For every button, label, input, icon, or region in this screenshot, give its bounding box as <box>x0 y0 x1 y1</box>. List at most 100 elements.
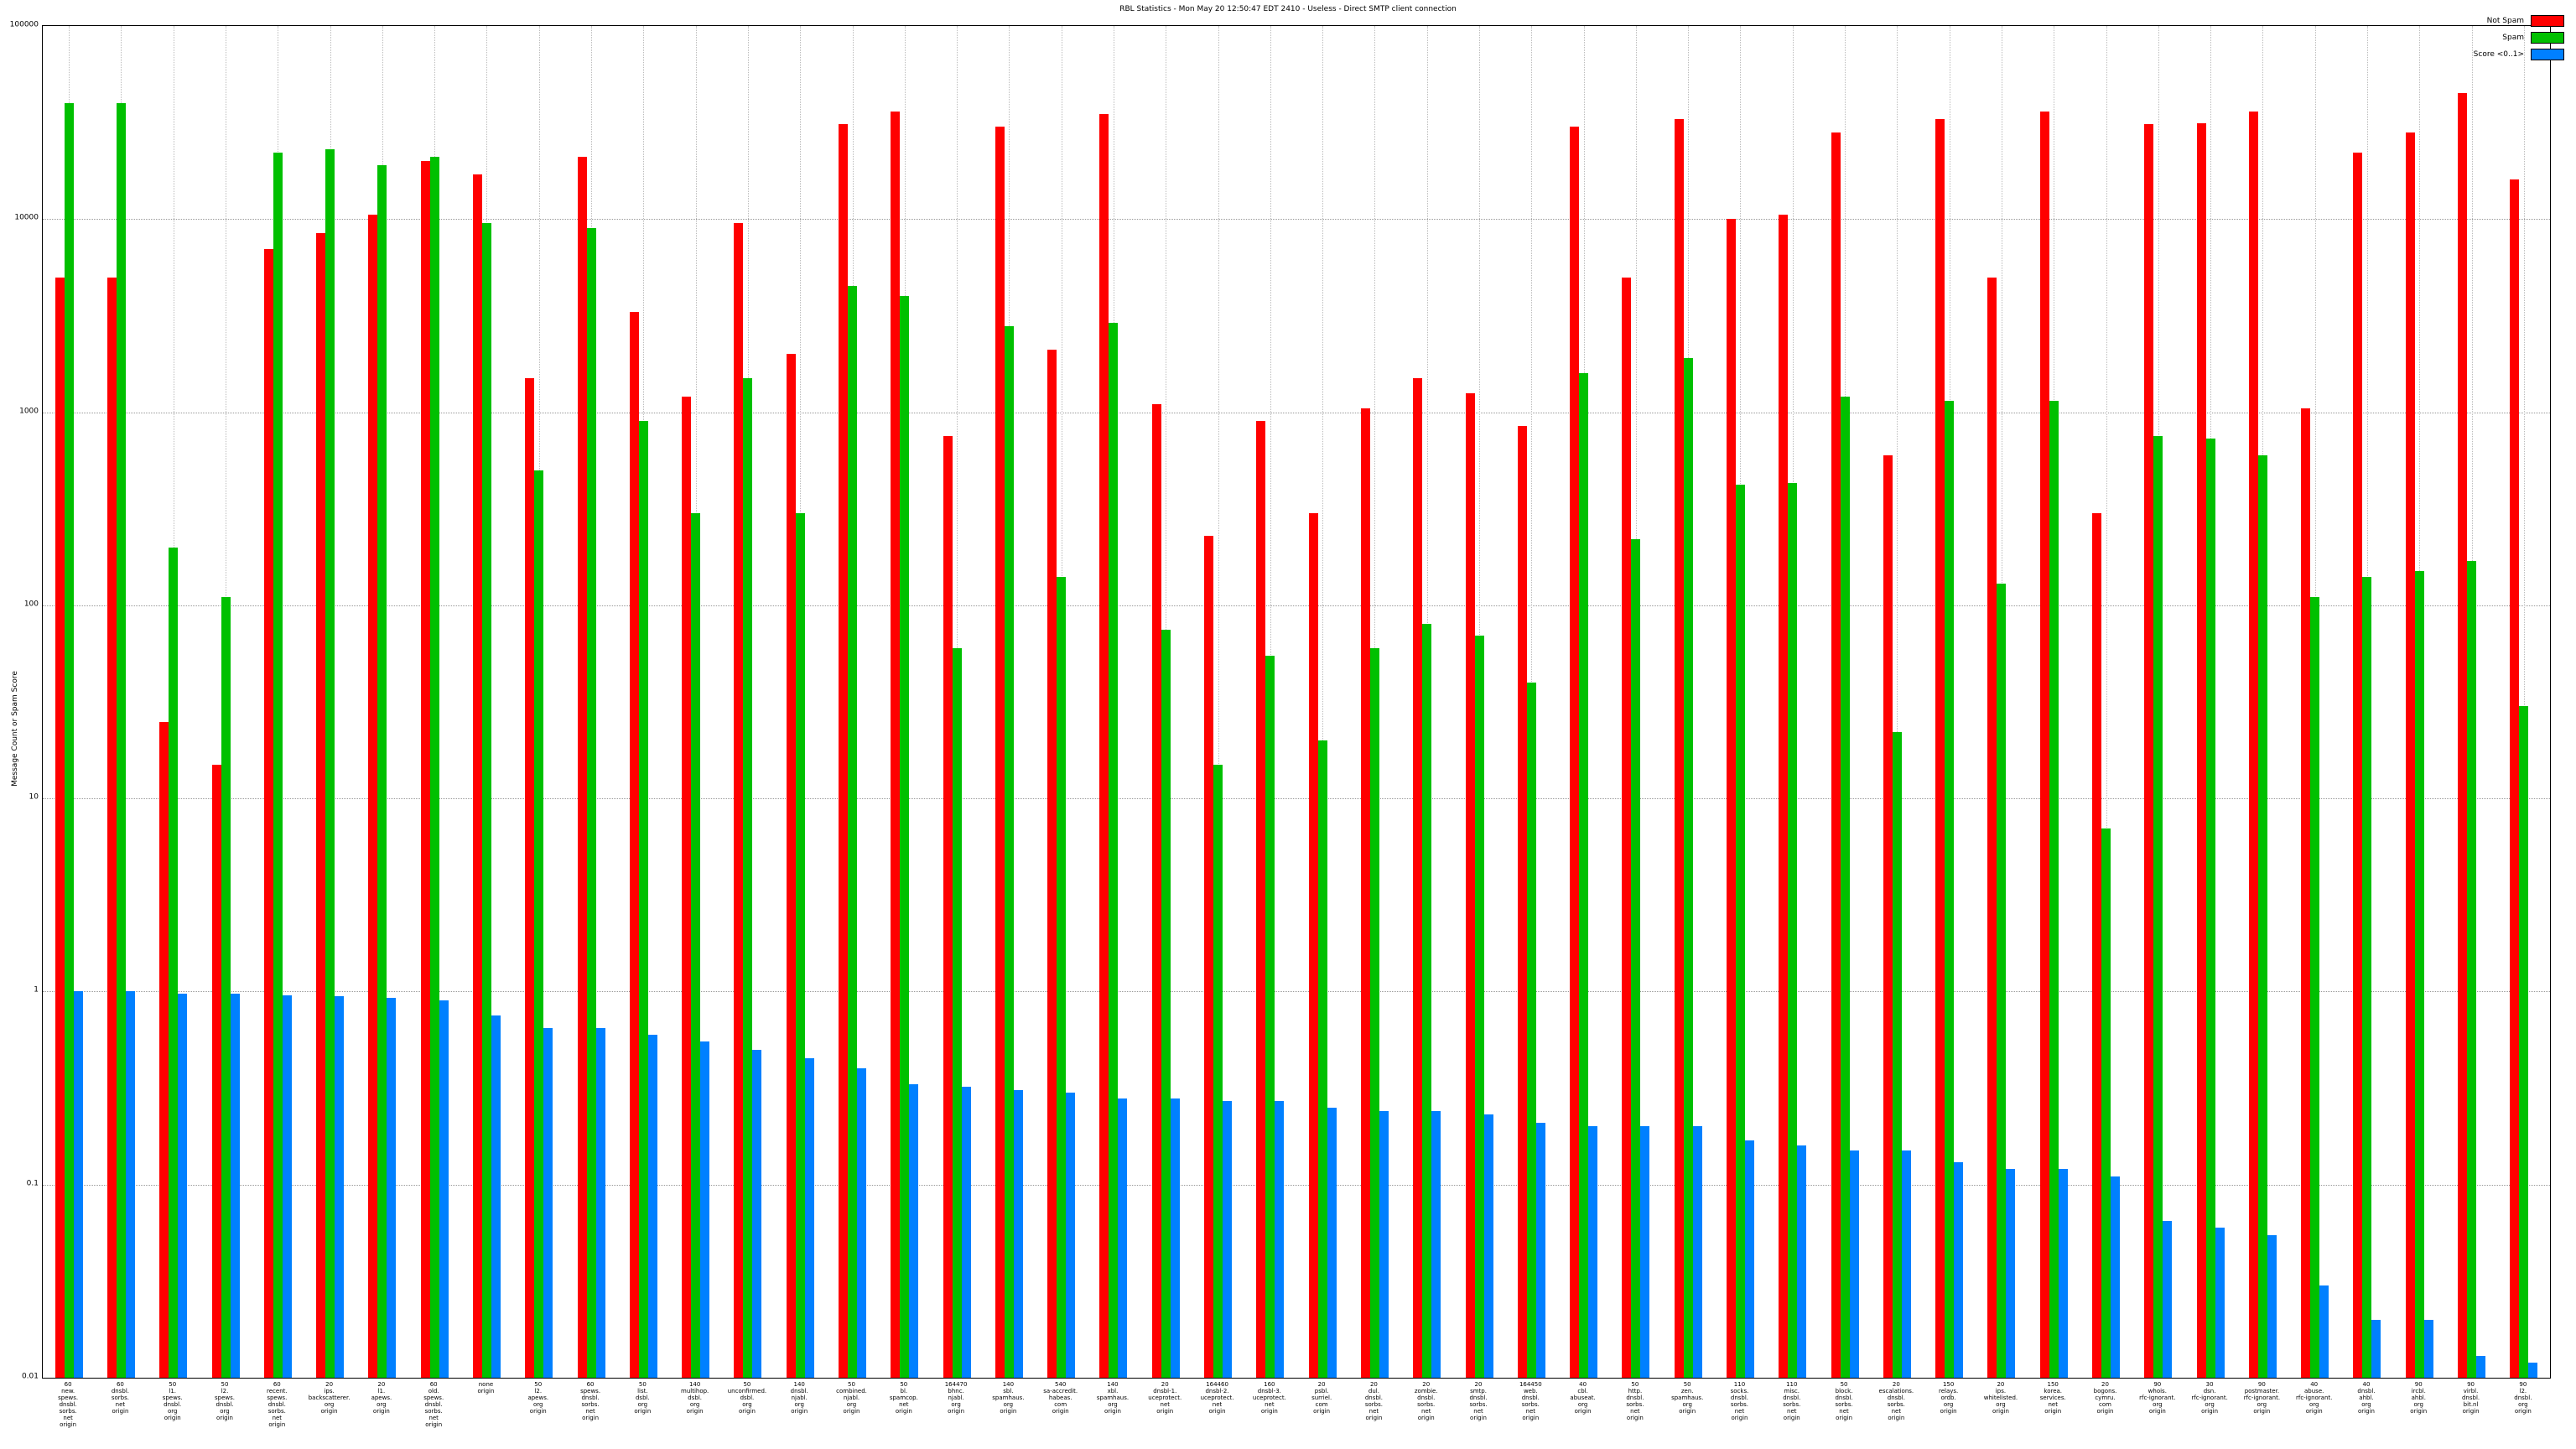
x-tick-label: 140 xbl. spamhaus. org origin <box>1096 1381 1130 1415</box>
x-tick-label: 140 dnsbl. njabl. org origin <box>790 1381 808 1415</box>
x-tick-label: 50 l1. spews. dnsbl. org origin <box>162 1381 183 1421</box>
x-tick-label: 60 recent. spews. dnsbl. sorbs. net origin <box>267 1381 288 1428</box>
x-tick-label: 160 dnsbl-3. uceprotect. net origin <box>1252 1381 1286 1415</box>
bar-not-spam <box>1987 277 1997 1378</box>
bar-not-spam <box>995 127 1005 1378</box>
bar-score-0-1 <box>1588 1126 1598 1378</box>
bar-not-spam <box>1047 350 1057 1378</box>
bar-score-0-1 <box>2371 1319 2381 1378</box>
x-tick-label: 90 ircbl. ahbl. org origin <box>2410 1381 2428 1415</box>
bar-score-0-1 <box>2319 1285 2329 1378</box>
bar-spam <box>325 149 335 1378</box>
bar-not-spam <box>159 721 169 1378</box>
bar-spam <box>169 547 179 1378</box>
bar-score-0-1 <box>700 1041 710 1378</box>
y-tick-label: 100000 <box>9 20 39 29</box>
x-tick-label: 60 old. spews. dnsbl. sorbs. net origin <box>423 1381 444 1428</box>
bar-spam <box>2414 571 2424 1378</box>
legend-swatch <box>2531 15 2564 27</box>
bar-not-spam <box>368 215 378 1378</box>
bar-score-0-1 <box>1797 1145 1807 1378</box>
bar-not-spam <box>1517 425 1527 1378</box>
x-tick-label: 20 escalations. dnsbl. sorbs. net origin <box>1878 1381 1914 1421</box>
bar-not-spam <box>525 378 535 1378</box>
bar-score-0-1 <box>282 995 292 1378</box>
bar-not-spam <box>2039 112 2049 1378</box>
bar-not-spam <box>420 160 430 1378</box>
x-tick-label: 50 http. dnsbl. sorbs. net origin <box>1626 1381 1644 1421</box>
x-tick-label: 20 dul. dnsbl. sorbs. net origin <box>1364 1381 1384 1421</box>
x-tick-label: 140 multihop. dsbl. org origin <box>681 1381 709 1415</box>
bar-spam <box>273 153 283 1378</box>
bar-score-0-1 <box>230 994 240 1378</box>
bar-spam <box>429 157 439 1378</box>
bar-score-0-1 <box>1954 1162 1964 1378</box>
bar-score-0-1 <box>491 1015 501 1378</box>
bar-spam <box>64 102 74 1378</box>
chart-title: RBL Statistics - Mon May 20 12:50:47 EDT… <box>1119 5 1457 13</box>
bar-spam <box>1057 577 1067 1378</box>
gridline-v <box>1322 26 1324 1378</box>
x-tick-label: 50 l2. apews. org origin <box>527 1381 549 1415</box>
bar-not-spam <box>2405 132 2415 1378</box>
x-tick-label: 20 dnsbl-1. uceprotect. net origin <box>1148 1381 1182 1415</box>
x-tick-label: 20 smtp. dnsbl. sorbs. net origin <box>1469 1381 1488 1421</box>
x-tick-label: 90 virbl. dnsbl. bit.nl origin <box>2461 1381 2480 1415</box>
bar-not-spam <box>2144 124 2154 1378</box>
bar-spam <box>1004 325 1014 1378</box>
bar-spam <box>638 421 648 1378</box>
bar-not-spam <box>1779 215 1789 1378</box>
bar-score-0-1 <box>73 991 83 1378</box>
x-tick-label: 20 bogons. cymru. com origin <box>2093 1381 2117 1415</box>
legend-row: Spam <box>2474 32 2564 44</box>
bar-score-0-1 <box>439 1000 449 1378</box>
y-tick-label: 100 <box>23 600 39 609</box>
bar-spam <box>1788 482 1798 1378</box>
x-tick-label: 60 dnsbl. sorbs. net origin <box>111 1381 130 1415</box>
gridline-h <box>43 219 2550 221</box>
bar-not-spam <box>1674 118 1684 1378</box>
bar-score-0-1 <box>178 994 188 1378</box>
x-tick-label: none origin <box>477 1381 495 1394</box>
bar-not-spam <box>1099 114 1109 1378</box>
bar-spam <box>1474 635 1484 1378</box>
bar-score-0-1 <box>804 1058 814 1378</box>
bar-spam <box>586 227 596 1378</box>
bar-not-spam <box>55 277 65 1378</box>
bar-score-0-1 <box>1118 1098 1128 1378</box>
gridline-h <box>43 991 2550 993</box>
gridline-v <box>2106 26 2107 1378</box>
bar-not-spam <box>1831 132 1841 1378</box>
y-tick-label: 10000 <box>14 213 39 222</box>
bar-not-spam <box>1883 454 1893 1378</box>
gridline-h <box>43 798 2550 800</box>
bar-not-spam <box>316 232 326 1378</box>
bar-spam <box>116 102 126 1378</box>
bar-spam <box>1683 358 1693 1378</box>
x-tick-label: 60 spews. dnsbl. sorbs. net origin <box>580 1381 601 1421</box>
bar-score-0-1 <box>1275 1101 1285 1378</box>
chart-legend: Not Spam Spam Score <0..1> <box>2474 15 2564 60</box>
x-tick-label: 40 cbl. abuseat. org origin <box>1570 1381 1596 1415</box>
bar-spam <box>1579 372 1589 1378</box>
gridline-v <box>1897 26 1898 1378</box>
y-tick-label: 10 <box>29 792 39 802</box>
plot-area <box>42 25 2551 1379</box>
bar-score-0-1 <box>1692 1126 1702 1378</box>
x-tick-label: 50 block. dnsbl. sorbs. net origin <box>1835 1381 1853 1421</box>
gridline-v <box>1218 26 1219 1378</box>
bar-score-0-1 <box>387 997 397 1378</box>
x-tick-label: 150 relays. ordb. org origin <box>1939 1381 1959 1415</box>
gridline-h <box>43 1184 2550 1186</box>
x-tick-label: 50 combined. njabl. org origin <box>836 1381 867 1415</box>
bar-spam <box>795 512 805 1378</box>
bar-score-0-1 <box>1223 1101 1233 1378</box>
legend-swatch <box>2531 49 2564 60</box>
bar-not-spam <box>1570 127 1580 1378</box>
bar-not-spam <box>2248 112 2258 1378</box>
x-tick-label: 20 ips. backscatterer. org origin <box>308 1381 351 1415</box>
bar-score-0-1 <box>1849 1150 1859 1378</box>
x-tick-label: 50 bl. spamcop. net origin <box>889 1381 918 1415</box>
x-tick-label: 110 socks. dnsbl. sorbs. net origin <box>1730 1381 1749 1421</box>
x-tick-label: 164450 web. dnsbl. sorbs. net origin <box>1519 1381 1542 1421</box>
